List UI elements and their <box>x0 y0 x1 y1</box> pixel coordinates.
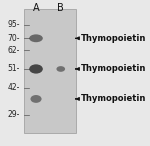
Text: 70-: 70- <box>8 34 20 43</box>
Text: Thymopoietin: Thymopoietin <box>81 94 146 104</box>
Text: 62-: 62- <box>8 46 20 55</box>
Ellipse shape <box>30 95 42 103</box>
Text: 95-: 95- <box>8 20 20 29</box>
Text: 29-: 29- <box>8 110 20 119</box>
Text: A: A <box>33 3 39 13</box>
Text: 42-: 42- <box>8 83 20 92</box>
FancyBboxPatch shape <box>24 9 76 133</box>
Ellipse shape <box>29 64 43 74</box>
Text: 51-: 51- <box>8 65 20 73</box>
Text: B: B <box>57 3 64 13</box>
Text: Thymopoietin: Thymopoietin <box>81 65 146 73</box>
Ellipse shape <box>56 66 65 72</box>
Ellipse shape <box>29 34 43 42</box>
Text: Thymopoietin: Thymopoietin <box>81 34 146 43</box>
